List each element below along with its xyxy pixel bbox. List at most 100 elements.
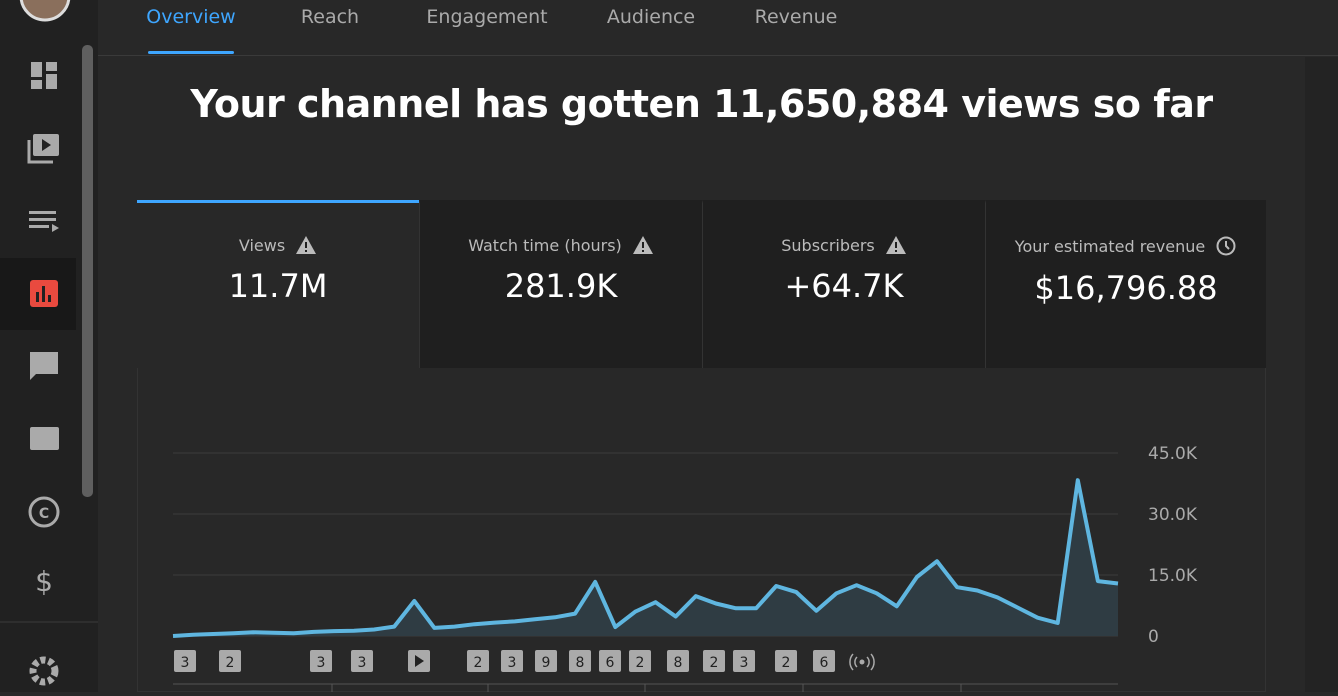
marker-badge[interactable]: 8 bbox=[667, 650, 689, 672]
tab[interactable]: Revenue bbox=[754, 6, 838, 28]
metric-card[interactable]: Views 11.7M bbox=[137, 200, 419, 368]
tab[interactable]: Audience bbox=[606, 6, 696, 28]
badge-text: 3 bbox=[181, 655, 190, 671]
badge-text: 8 bbox=[576, 655, 585, 671]
video-marker[interactable] bbox=[408, 650, 430, 672]
earn-icon[interactable]: $ bbox=[35, 565, 53, 598]
card-label: Views bbox=[238, 235, 286, 255]
marker-badge[interactable]: 3 bbox=[733, 650, 755, 672]
marker-badge[interactable]: 8 bbox=[569, 650, 591, 672]
avatar[interactable] bbox=[21, 0, 69, 20]
marker-badge[interactable]: 2 bbox=[629, 650, 651, 672]
badge-text: 3 bbox=[740, 655, 749, 671]
card-label-row: Watch time (hours) bbox=[420, 235, 702, 255]
badge-text: 2 bbox=[636, 655, 645, 671]
badge-bg bbox=[775, 650, 797, 672]
badge-bg bbox=[351, 650, 373, 672]
marker-badge[interactable]: 3 bbox=[310, 650, 332, 672]
tab[interactable]: Overview bbox=[146, 6, 236, 28]
sidebar: $ C bbox=[0, 0, 98, 692]
marker-badge[interactable]: 6 bbox=[813, 650, 835, 672]
badge-bg bbox=[733, 650, 755, 672]
content-icon[interactable] bbox=[27, 134, 59, 164]
badge-bg bbox=[667, 650, 689, 672]
card-label-row: Views bbox=[137, 235, 419, 255]
clock-icon[interactable] bbox=[1215, 235, 1237, 257]
badge-bg bbox=[703, 650, 725, 672]
warning-icon[interactable] bbox=[632, 235, 654, 255]
marker-badge[interactable]: 2 bbox=[467, 650, 489, 672]
badge-bg bbox=[219, 650, 241, 672]
marker-badge[interactable]: 6 bbox=[599, 650, 621, 672]
card-value: +64.7K bbox=[784, 267, 904, 305]
area-fill bbox=[173, 480, 1118, 636]
badge-text: 2 bbox=[226, 655, 235, 671]
warning-icon[interactable] bbox=[295, 235, 317, 255]
sidebar-icons: $ C bbox=[0, 0, 98, 686]
y-tick-label: 30.0K bbox=[1148, 505, 1198, 525]
marker-badge[interactable]: 3 bbox=[501, 650, 523, 672]
metric-card[interactable]: Subscribers +64.7K bbox=[702, 200, 985, 368]
avatar-ring bbox=[19, 0, 71, 22]
marker-badge[interactable]: 3 bbox=[351, 650, 373, 672]
badge-bg bbox=[629, 650, 651, 672]
card-label: Watch time (hours) bbox=[468, 235, 622, 255]
marker-badge[interactable]: 2 bbox=[219, 650, 241, 672]
marker-badge[interactable]: 9 bbox=[535, 650, 557, 672]
y-tick-label: 45.0K bbox=[1148, 444, 1198, 464]
badge-text: 8 bbox=[674, 655, 683, 671]
badge-bg bbox=[535, 650, 557, 672]
tab[interactable]: Reach bbox=[300, 6, 360, 28]
marker-badge[interactable]: 3 bbox=[174, 650, 196, 672]
analytics-icon[interactable] bbox=[30, 280, 58, 307]
badge-bg bbox=[599, 650, 621, 672]
badge-text: 3 bbox=[317, 655, 326, 671]
card-label-row: Subscribers bbox=[703, 235, 985, 255]
badge-text: 2 bbox=[782, 655, 791, 671]
y-tick-label: 15.0K bbox=[1148, 566, 1198, 586]
scroll-track bbox=[1305, 57, 1338, 692]
play-icon bbox=[415, 655, 424, 667]
subtitles-icon[interactable] bbox=[30, 427, 59, 450]
badge-text: 9 bbox=[542, 655, 551, 671]
scrollbar[interactable] bbox=[82, 45, 93, 497]
badge-text: 3 bbox=[508, 655, 517, 671]
tab[interactable]: Engagement bbox=[426, 6, 548, 28]
area-line bbox=[172, 478, 1119, 638]
badge-bg bbox=[569, 650, 591, 672]
marker-badge[interactable]: 2 bbox=[775, 650, 797, 672]
y-tick-label: 0 bbox=[1148, 627, 1159, 647]
badge-bg bbox=[467, 650, 489, 672]
badge-text: 6 bbox=[820, 655, 829, 671]
copyright-c: C bbox=[39, 506, 49, 522]
badge-text: 3 bbox=[358, 655, 367, 671]
card-value: 11.7M bbox=[228, 267, 328, 305]
playlists-icon[interactable] bbox=[29, 211, 59, 232]
badge-bg bbox=[174, 650, 196, 672]
card-label-row: Your estimated revenue bbox=[986, 235, 1266, 257]
headline: Your channel has gotten 11,650,884 views… bbox=[190, 82, 1213, 126]
badge-text: 2 bbox=[710, 655, 719, 671]
live-waves bbox=[849, 653, 875, 671]
card-value: $16,796.88 bbox=[1034, 269, 1218, 307]
badge-bg bbox=[501, 650, 523, 672]
metric-card[interactable]: Watch time (hours) 281.9K bbox=[419, 200, 702, 368]
live-marker[interactable] bbox=[849, 653, 875, 671]
badge-text: 2 bbox=[474, 655, 483, 671]
card-value: 281.9K bbox=[504, 267, 618, 305]
warning-icon[interactable] bbox=[885, 235, 907, 255]
live-dot bbox=[859, 659, 865, 665]
card-label: Your estimated revenue bbox=[1014, 236, 1206, 256]
badge-bg bbox=[813, 650, 835, 672]
dashboard-icon[interactable] bbox=[31, 62, 57, 89]
card-label: Subscribers bbox=[781, 235, 875, 255]
metric-card[interactable]: Your estimated revenue $16,796.88 bbox=[985, 200, 1266, 368]
copyright-icon[interactable] bbox=[28, 496, 60, 528]
tab-divider bbox=[98, 55, 1338, 56]
badge-bg bbox=[310, 650, 332, 672]
marker-badge[interactable]: 2 bbox=[703, 650, 725, 672]
comments-icon[interactable] bbox=[30, 352, 58, 380]
settings-icon[interactable] bbox=[29, 656, 59, 686]
